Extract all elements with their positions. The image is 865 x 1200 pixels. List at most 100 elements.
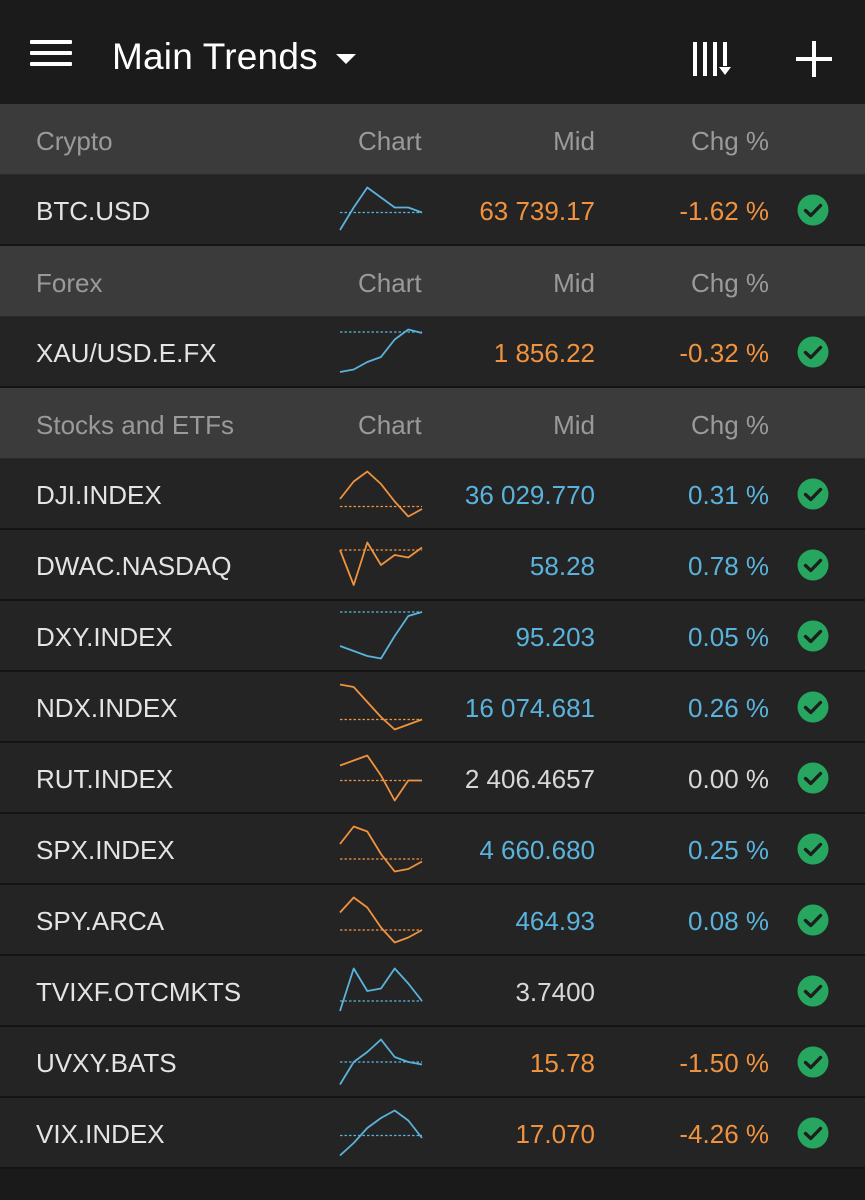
section-name: Crypto bbox=[36, 126, 113, 156]
mid-price: 4 660.680 bbox=[479, 835, 595, 865]
sparkline-chart bbox=[339, 541, 423, 586]
sparkline-line bbox=[339, 896, 423, 944]
column-header-chg[interactable]: Chg % bbox=[690, 410, 769, 440]
sparkline-chart bbox=[339, 470, 423, 518]
check-circle-icon[interactable] bbox=[797, 833, 829, 865]
symbol-label: UVXY.BATS bbox=[36, 1048, 177, 1078]
quote-row[interactable]: BTC.USD 63 739.17 -1.62 % bbox=[0, 175, 865, 246]
quote-row[interactable]: DWAC.NASDAQ 58.28 0.78 % bbox=[0, 530, 865, 601]
caret-down-icon bbox=[335, 54, 356, 64]
mid-price: 36 029.770 bbox=[464, 480, 595, 510]
quote-row[interactable]: SPY.ARCA 464.93 0.08 % bbox=[0, 885, 865, 956]
symbol-label: DXY.INDEX bbox=[36, 622, 173, 652]
symbol-label: XAU/USD.E.FX bbox=[36, 338, 217, 368]
section-header: Forex Chart Mid Chg % bbox=[0, 246, 865, 317]
mid-price: 464.93 bbox=[515, 906, 595, 936]
check-circle-icon[interactable] bbox=[797, 194, 829, 226]
quote-row[interactable]: RUT.INDEX 2 406.4657 0.00 % bbox=[0, 743, 865, 814]
sparkline-line bbox=[339, 754, 422, 802]
plus-icon[interactable] bbox=[795, 40, 833, 78]
section-header: Stocks and ETFs Chart Mid Chg % bbox=[0, 388, 865, 459]
symbol-label: VIX.INDEX bbox=[36, 1119, 165, 1149]
sparkline-line bbox=[339, 825, 423, 873]
sparkline-chart bbox=[339, 967, 423, 1012]
column-header-chart[interactable]: Chart bbox=[358, 268, 422, 298]
quote-row[interactable]: TVIXF.OTCMKTS 3.7400 bbox=[0, 956, 865, 1027]
mid-price: 15.78 bbox=[529, 1048, 595, 1078]
watchlist-selector[interactable]: Main Trends bbox=[112, 36, 356, 78]
quotes-list: Crypto Chart Mid Chg % BTC.USD 63 739.17 -1.62… bbox=[0, 104, 865, 1169]
column-header-chg[interactable]: Chg % bbox=[690, 126, 769, 156]
change-percent: 0.26 % bbox=[688, 693, 769, 723]
sparkline-line bbox=[339, 541, 423, 586]
sparkline-line bbox=[339, 470, 423, 518]
column-sort-icon[interactable] bbox=[690, 40, 734, 80]
change-percent: -4.26 % bbox=[679, 1119, 769, 1149]
quote-row[interactable]: NDX.INDEX 16 074.681 0.26 % bbox=[0, 672, 865, 743]
column-header-mid[interactable]: Mid bbox=[553, 126, 595, 156]
column-header-chart[interactable]: Chart bbox=[358, 126, 422, 156]
sparkline-line bbox=[339, 967, 423, 1012]
quote-row[interactable]: DJI.INDEX 36 029.770 0.31 % bbox=[0, 459, 865, 530]
hamburger-menu-icon[interactable] bbox=[30, 40, 72, 72]
change-percent: 0.08 % bbox=[688, 906, 769, 936]
quote-row[interactable]: DXY.INDEX 95.203 0.05 % bbox=[0, 601, 865, 672]
check-circle-icon[interactable] bbox=[797, 549, 829, 581]
symbol-label: TVIXF.OTCMKTS bbox=[36, 977, 242, 1007]
sparkline-chart bbox=[339, 611, 423, 660]
change-percent: 0.78 % bbox=[688, 551, 769, 581]
sparkline-chart bbox=[339, 1038, 423, 1085]
mid-price: 3.7400 bbox=[515, 977, 595, 1007]
mid-price: 16 074.681 bbox=[464, 693, 595, 723]
change-percent: -1.50 % bbox=[679, 1048, 769, 1078]
change-percent: -0.32 % bbox=[679, 338, 769, 368]
check-circle-icon[interactable] bbox=[797, 762, 829, 794]
quote-row[interactable]: VIX.INDEX 17.070 -4.26 % bbox=[0, 1098, 865, 1169]
mid-price: 58.28 bbox=[529, 551, 595, 581]
symbol-label: RUT.INDEX bbox=[36, 764, 174, 794]
column-header-chart[interactable]: Chart bbox=[358, 410, 422, 440]
quote-row[interactable]: UVXY.BATS 15.78 -1.50 % bbox=[0, 1027, 865, 1098]
mid-price: 95.203 bbox=[515, 622, 595, 652]
mid-price: 2 406.4657 bbox=[464, 764, 595, 794]
mid-price: 17.070 bbox=[515, 1119, 595, 1149]
sparkline-chart bbox=[339, 825, 423, 873]
check-circle-icon[interactable] bbox=[797, 1046, 829, 1078]
section-name: Stocks and ETFs bbox=[36, 410, 234, 440]
sparkline-line bbox=[339, 1038, 423, 1085]
change-percent: 0.00 % bbox=[688, 764, 769, 794]
change-percent: -1.62 % bbox=[679, 196, 769, 226]
quote-row[interactable]: XAU/USD.E.FX 1 856.22 -0.32 % bbox=[0, 317, 865, 388]
sparkline-line bbox=[339, 1109, 423, 1157]
section-name: Forex bbox=[36, 268, 103, 298]
change-percent: 0.25 % bbox=[688, 835, 769, 865]
column-header-mid[interactable]: Mid bbox=[553, 268, 595, 298]
check-circle-icon[interactable] bbox=[797, 336, 829, 368]
mid-price: 1 856.22 bbox=[493, 338, 595, 368]
symbol-label: BTC.USD bbox=[36, 196, 151, 226]
check-circle-icon[interactable] bbox=[797, 478, 829, 510]
section-header: Crypto Chart Mid Chg % bbox=[0, 104, 865, 175]
mid-price: 63 739.17 bbox=[479, 196, 595, 226]
check-circle-icon[interactable] bbox=[797, 620, 829, 652]
check-circle-icon[interactable] bbox=[797, 691, 829, 723]
sparkline-chart bbox=[339, 186, 423, 231]
page-title: Main Trends bbox=[112, 36, 318, 77]
quote-row[interactable]: SPX.INDEX 4 660.680 0.25 % bbox=[0, 814, 865, 885]
sparkline-line bbox=[339, 611, 423, 660]
sparkline-line bbox=[339, 328, 423, 373]
column-header-chg[interactable]: Chg % bbox=[690, 268, 769, 298]
symbol-label: DWAC.NASDAQ bbox=[36, 551, 232, 581]
change-percent: 0.31 % bbox=[688, 480, 769, 510]
check-circle-icon[interactable] bbox=[797, 904, 829, 936]
change-percent: 0.05 % bbox=[688, 622, 769, 652]
sparkline-chart bbox=[339, 896, 423, 944]
sparkline-chart bbox=[339, 683, 423, 731]
column-header-mid[interactable]: Mid bbox=[553, 410, 595, 440]
check-circle-icon[interactable] bbox=[797, 1117, 829, 1149]
top-app-bar: Main Trends bbox=[0, 0, 865, 104]
sparkline-chart bbox=[339, 328, 423, 373]
check-circle-icon[interactable] bbox=[797, 975, 829, 1007]
sparkline-line bbox=[339, 683, 423, 731]
symbol-label: NDX.INDEX bbox=[36, 693, 178, 723]
